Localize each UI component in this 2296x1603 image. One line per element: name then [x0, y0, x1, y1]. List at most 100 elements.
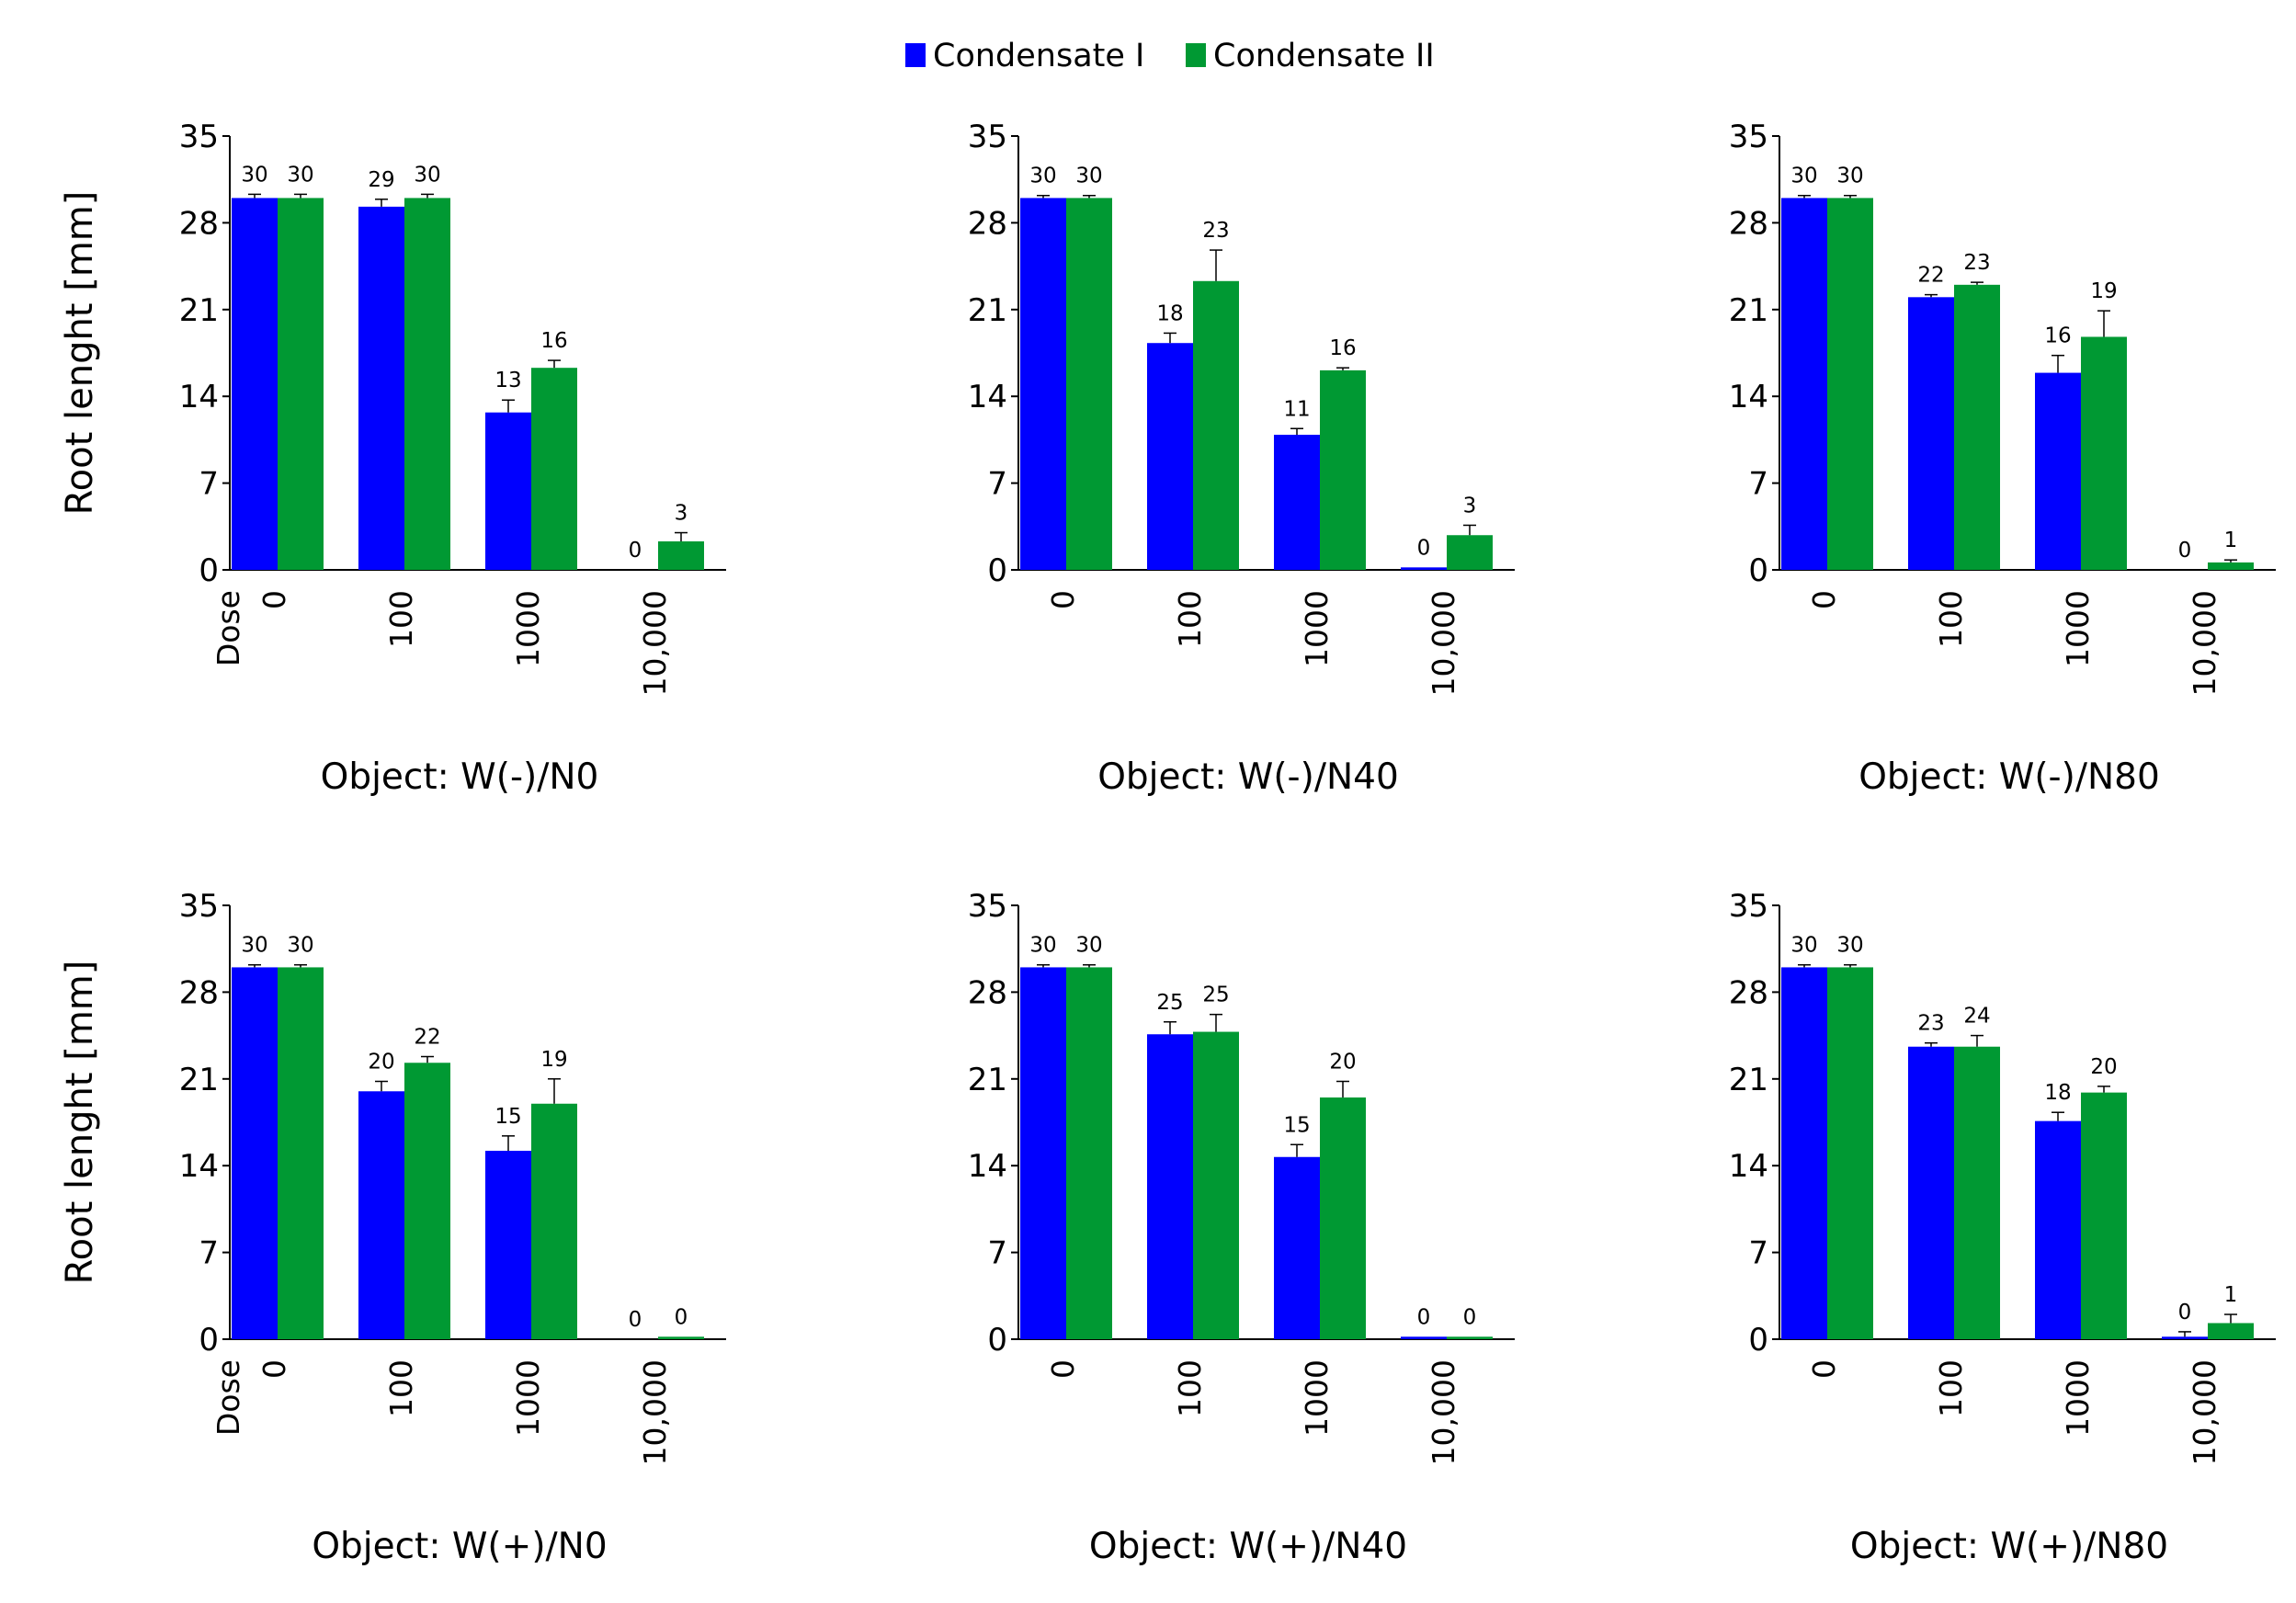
bar-value-label: 30: [1790, 165, 1817, 188]
bar-condensate-i-dose-1000: [1274, 435, 1320, 570]
x-tick-label: 1000: [2060, 1359, 2096, 1437]
x-tick-label: 1000: [1299, 1359, 1335, 1437]
y-tick-label: 35: [1729, 119, 1768, 155]
y-tick-label: 0: [199, 552, 219, 589]
bar-value-label: 30: [1790, 934, 1817, 958]
bar-value-label: 23: [1963, 251, 1990, 275]
y-tick-label: 21: [179, 292, 219, 329]
bar-condensate-i-dose-100: [358, 1091, 404, 1339]
legend-swatch-condensate-i: [905, 43, 926, 67]
x-tick-label: 0: [1045, 1359, 1081, 1379]
bar-condensate-ii-dose-1000: [2081, 336, 2127, 570]
y-tick-label: 14: [1729, 1148, 1768, 1185]
bar-condensate-i-dose-10000: [1401, 1336, 1447, 1339]
bar-condensate-i-dose-1000: [485, 1151, 531, 1339]
x-tick-label: 100: [383, 1359, 419, 1417]
x-tick-label: 100: [1172, 1359, 1208, 1417]
x-tick-label: 0: [256, 590, 292, 609]
y-tick-label: 7: [1748, 466, 1768, 503]
bar-condensate-ii-dose-0: [278, 198, 324, 570]
bar-value-label: 1: [2224, 529, 2238, 552]
bar-condensate-ii-dose-0: [278, 967, 324, 1339]
bar-value-label: 25: [1202, 983, 1229, 1007]
bar-value-label: 18: [1156, 301, 1183, 325]
bar-value-label: 30: [1836, 934, 1863, 958]
x-axis-title: Object: W(+)/N80: [1850, 1526, 2168, 1567]
x-axis-title: Object: W(-)/N40: [1097, 756, 1399, 798]
bar-value-label: 23: [1917, 1012, 1944, 1036]
x-tick-label: 0: [1806, 590, 1842, 609]
bar-condensate-ii-dose-100: [1193, 1031, 1239, 1339]
x-axis-title: Object: W(-)/N0: [321, 756, 599, 798]
bar-value-label: 30: [287, 163, 313, 187]
legend-label-condensate-i: Condensate I: [933, 38, 1144, 74]
bar-value-label: 30: [1029, 165, 1056, 188]
x-tick-label: 0: [256, 1359, 292, 1379]
x-tick-label: 10,000: [1426, 1359, 1461, 1465]
bar-value-label: 19: [2090, 279, 2117, 303]
y-tick-label: 35: [968, 888, 1007, 925]
bar-value-label: 20: [1329, 1050, 1356, 1074]
bar-condensate-ii-dose-10000: [658, 1336, 704, 1339]
bar-value-label: 23: [1202, 219, 1229, 243]
bar-condensate-ii-dose-0: [1827, 967, 1873, 1339]
bar-condensate-i-dose-0: [1020, 967, 1066, 1339]
y-tick-label: 21: [1729, 1062, 1768, 1098]
x-tick-label: 100: [1172, 590, 1208, 648]
bar-value-label: 30: [1075, 165, 1102, 188]
x-tick-label: 100: [1933, 1359, 1969, 1417]
chart-panel-5: 0 7 14 21 28 35 30 30 0 25 25 100 15 20 1000 0 0 10,000 Ob…: [968, 888, 1515, 1567]
y-tick-label: 21: [968, 292, 1007, 329]
dose-label: Dose: [210, 1359, 246, 1436]
y-tick-label: 21: [1729, 292, 1768, 329]
bar-value-label: 3: [675, 502, 688, 526]
y-tick-label: 0: [1748, 552, 1768, 589]
dose-label: Dose: [210, 590, 246, 666]
y-tick-label: 7: [987, 466, 1007, 503]
bar-condensate-i-dose-0: [1020, 198, 1066, 570]
legend-label-condensate-ii: Condensate II: [1213, 38, 1435, 74]
x-tick-label: 1000: [510, 590, 546, 667]
bar-value-label: 0: [1417, 1305, 1431, 1329]
x-tick-label: 100: [383, 590, 419, 648]
bar-condensate-i-dose-1000: [2035, 1120, 2081, 1339]
y-tick-label: 28: [179, 974, 219, 1011]
bar-value-label: 22: [414, 1026, 440, 1050]
bar-condensate-i-dose-0: [232, 967, 278, 1339]
bar-condensate-i-dose-1000: [2035, 372, 2081, 570]
bar-condensate-ii-dose-10000: [658, 540, 704, 570]
y-axis-title: Root lenght [mm]: [59, 191, 101, 516]
bar-condensate-ii-dose-100: [1954, 1046, 2000, 1339]
bar-value-label: 30: [241, 163, 267, 187]
y-tick-label: 28: [1729, 974, 1768, 1011]
chart-panel-3: 0 7 14 21 28 35 30 30 0 22 23 100 16 19 1000 0 1 10,000 Ob…: [1729, 119, 2276, 798]
x-tick-label: 100: [1933, 590, 1969, 648]
bar-condensate-ii-dose-0: [1066, 198, 1112, 570]
bar-condensate-ii-dose-10000: [2208, 562, 2254, 570]
y-tick-label: 7: [199, 1235, 219, 1272]
y-tick-label: 0: [1748, 1322, 1768, 1359]
bar-value-label: 30: [414, 163, 440, 187]
bar-value-label: 0: [2178, 539, 2192, 563]
y-tick-label: 35: [179, 119, 219, 155]
bar-value-label: 15: [494, 1105, 521, 1129]
x-tick-label: 0: [1045, 590, 1081, 609]
bar-condensate-i-dose-0: [232, 198, 278, 570]
legend: Condensate I Condensate II: [905, 38, 1435, 74]
bar-value-label: 18: [2044, 1081, 2071, 1105]
y-tick-label: 14: [1729, 379, 1768, 415]
chart-panel-1: 0 7 14 21 28 35 30 30 0 29 30 100 13 16 1000 0 3 10,000 Do…: [59, 119, 726, 798]
x-tick-label: 10,000: [2187, 1359, 2222, 1465]
bar-condensate-ii-dose-1000: [531, 368, 577, 570]
bar-condensate-ii-dose-10000: [2208, 1323, 2254, 1339]
x-tick-label: 10,000: [1426, 590, 1461, 696]
y-tick-label: 14: [968, 1148, 1007, 1185]
x-tick-label: 10,000: [637, 590, 673, 696]
y-tick-label: 28: [179, 205, 219, 242]
bar-value-label: 24: [1963, 1005, 1990, 1029]
x-tick-label: 10,000: [2187, 590, 2222, 696]
bar-value-label: 30: [1029, 934, 1056, 958]
y-tick-label: 14: [179, 379, 219, 415]
bar-condensate-ii-dose-100: [404, 1063, 450, 1339]
